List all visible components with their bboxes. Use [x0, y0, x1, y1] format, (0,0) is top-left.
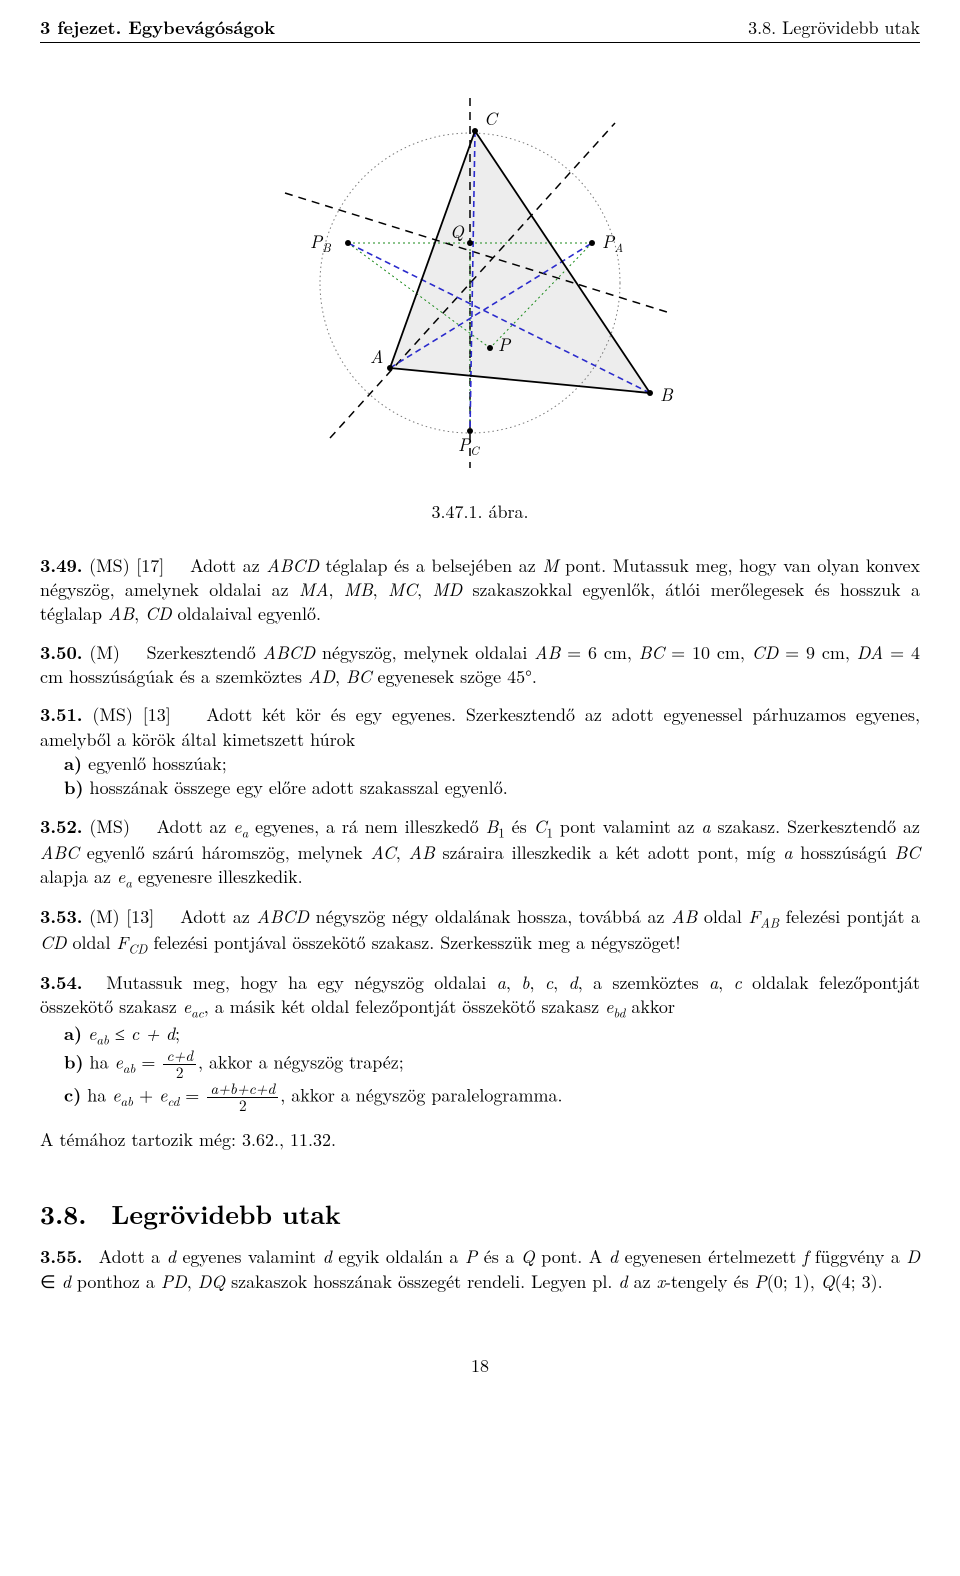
svg-text:Q: Q — [450, 219, 465, 244]
header-left: 3 fejezet. Egybevágóságok — [40, 16, 275, 40]
figure-svg: C PB Q PA A P PC B — [270, 83, 690, 483]
svg-text:PC: PC — [458, 432, 480, 459]
problem-3-51: 3.51. (MS) [13] Adott két kör és egy egy… — [40, 703, 920, 800]
problem-3-50: 3.50. (M) Szerkesztendő ABCD négyszög, m… — [40, 641, 920, 690]
section-heading: 3.8. Legrövidebb utak — [40, 1196, 920, 1231]
related-topics: A témához tartozik még: 3.62., 11.32. — [40, 1128, 920, 1152]
problem-number: 3.49. — [40, 553, 83, 578]
page-number: 18 — [40, 1354, 920, 1378]
problem-3-53: 3.53. (M) [13] Adott az ABCD négyszög né… — [40, 905, 920, 957]
header-right: 3.8. Legrövidebb utak — [748, 16, 920, 40]
svg-text:P: P — [498, 332, 512, 357]
problem-3-54: 3.54. Mutassuk meg, hogy ha egy négyszög… — [40, 971, 920, 1114]
page-header: 3 fejezet. Egybevágóságok 3.8. Legrövide… — [40, 16, 920, 43]
svg-text:PA: PA — [602, 229, 623, 256]
svg-text:C: C — [484, 106, 499, 131]
svg-text:B: B — [660, 382, 674, 407]
figure-3-47-1: C PB Q PA A P PC B 3.47.1. ábra. — [40, 83, 920, 524]
problem-3-52: 3.52. (MS) Adott az ea egyenes, a rá nem… — [40, 815, 920, 891]
svg-text:PB: PB — [310, 229, 331, 256]
figure-caption: 3.47.1. ábra. — [40, 500, 920, 524]
svg-text:A: A — [370, 344, 383, 369]
problem-3-55: 3.55. Adott a d egyenes valamint d egyik… — [40, 1245, 920, 1294]
problem-3-49: 3.49. (MS) [17] Adott az ABCD téglalap é… — [40, 554, 920, 627]
